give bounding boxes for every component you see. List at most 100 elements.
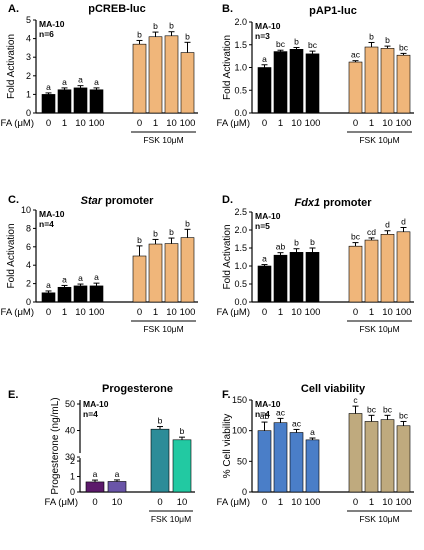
significance-label: cd: [367, 227, 376, 237]
significance-label: b: [310, 237, 315, 247]
y-tick-label: 30: [65, 452, 75, 462]
y-tick-label: 2.0: [234, 225, 247, 235]
panel-letter: F.: [222, 389, 231, 401]
panel-letter: A.: [8, 3, 19, 15]
significance-label: b: [185, 218, 190, 228]
y-axis-label: Progesterone (ng/mL): [50, 397, 61, 494]
x-tick-label: 100: [180, 118, 196, 129]
x-tick-label: 10: [291, 118, 302, 129]
group-label: FSK 10μM: [151, 514, 191, 524]
x-tick-label: 1: [369, 497, 374, 508]
bar: [289, 48, 304, 114]
bar: [289, 432, 304, 493]
group-label: FSK 10μM: [359, 324, 399, 334]
bar: [132, 43, 147, 114]
significance-label: d: [401, 216, 406, 226]
x-tick-label: 0: [92, 497, 97, 508]
x-tick-label: 10: [291, 307, 302, 318]
y-tick-label: 5: [26, 15, 31, 25]
info-label: MA-10: [255, 399, 281, 409]
bar: [305, 252, 320, 303]
significance-label: a: [93, 469, 98, 479]
y-tick-label: 2: [70, 456, 75, 466]
y-axis-label: Fold Activation: [6, 223, 17, 288]
significance-label: a: [62, 274, 67, 284]
panel-letter: C.: [8, 194, 19, 206]
bar: [148, 243, 163, 303]
significance-label: b: [153, 228, 158, 238]
significance-label: a: [115, 469, 120, 479]
bar: [150, 428, 170, 493]
bar: [164, 35, 179, 114]
bar: [41, 94, 56, 114]
bar: [273, 51, 288, 114]
y-tick-label: 1: [70, 472, 75, 482]
info-label: MA-10: [83, 399, 109, 409]
x-tick-label: 100: [89, 118, 105, 129]
bar: [73, 285, 88, 303]
significance-label: ab: [260, 411, 270, 421]
significance-label: b: [137, 29, 142, 39]
x-tick-label: 10: [166, 307, 177, 318]
bar: [396, 54, 411, 114]
significance-label: b: [294, 36, 299, 46]
x-tick-label: 10: [382, 118, 393, 129]
x-tick-label: 100: [396, 118, 412, 129]
significance-label: a: [262, 254, 267, 264]
group-label: FSK 10μM: [143, 324, 183, 334]
y-tick-label: 100: [232, 426, 247, 436]
y-tick-label: 4: [26, 34, 31, 44]
info-label: MA-10: [255, 21, 281, 31]
panel-letter: B.: [222, 3, 233, 15]
x-tick-label: 1: [153, 118, 158, 129]
x-prefix-label: FA (μM): [217, 118, 250, 129]
x-tick-label: 1: [278, 497, 283, 508]
bar: [89, 285, 104, 303]
y-axis-label: Fold Activation: [222, 35, 233, 100]
info-label: n=6: [39, 29, 54, 39]
bar: [396, 231, 411, 303]
significance-label: b: [369, 31, 374, 41]
x-tick-label: 100: [396, 307, 412, 318]
y-tick-label: 0: [70, 487, 75, 497]
x-tick-label: 1: [62, 307, 67, 318]
y-axis-label: Fold Activation: [6, 34, 17, 99]
bar: [273, 254, 288, 303]
x-tick-label: 1: [369, 307, 374, 318]
bar: [364, 46, 379, 114]
x-tick-label: 10: [291, 497, 302, 508]
chart-title: Fdx1 promoter: [294, 197, 372, 209]
bar: [257, 67, 272, 114]
x-tick-label: 0: [262, 118, 267, 129]
bar: [85, 481, 105, 493]
significance-label: b: [158, 416, 163, 426]
significance-label: a: [78, 75, 83, 85]
bar: [348, 245, 363, 303]
significance-label: bc: [367, 404, 377, 414]
y-tick-label: 150: [232, 395, 247, 405]
bar: [257, 430, 272, 493]
significance-label: a: [62, 77, 67, 87]
y-tick-label: 4: [26, 260, 31, 270]
bar: [172, 439, 192, 493]
y-tick-label: 1.0: [234, 63, 247, 73]
bar: [348, 413, 363, 493]
significance-label: bc: [383, 404, 393, 414]
info-label: n=3: [255, 31, 270, 41]
x-tick-label: 0: [262, 307, 267, 318]
y-tick-label: 0.0: [234, 297, 247, 307]
bar: [289, 252, 304, 303]
x-tick-label: 0: [137, 307, 142, 318]
significance-label: b: [385, 35, 390, 45]
x-tick-label: 10: [75, 118, 86, 129]
bar: [57, 89, 72, 114]
chart-title: pAP1-luc: [309, 5, 357, 17]
x-tick-label: 100: [396, 497, 412, 508]
y-tick-label: 1.0: [234, 261, 247, 271]
x-prefix-label: FA (μM): [217, 497, 250, 508]
bar: [305, 53, 320, 114]
x-tick-label: 10: [166, 118, 177, 129]
